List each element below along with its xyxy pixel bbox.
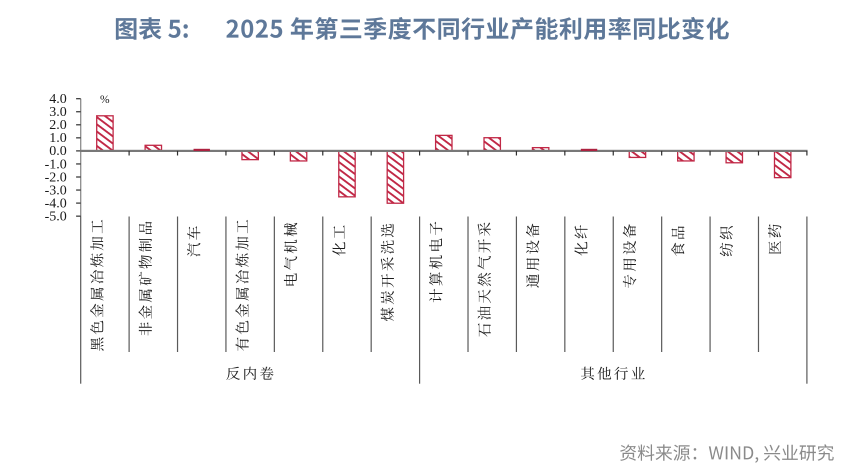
svg-text:0.0: 0.0 — [49, 144, 67, 159]
svg-text:2.0: 2.0 — [49, 118, 67, 133]
svg-text:1.0: 1.0 — [49, 131, 67, 146]
svg-text:-2.0: -2.0 — [45, 170, 67, 185]
svg-text:%: % — [100, 94, 110, 106]
svg-text:4.0: 4.0 — [49, 92, 67, 107]
svg-text:-4.0: -4.0 — [45, 196, 67, 211]
svg-text:3.0: 3.0 — [49, 105, 67, 120]
svg-text:-1.0: -1.0 — [45, 157, 67, 172]
svg-text:-3.0: -3.0 — [45, 183, 67, 198]
svg-text:-5.0: -5.0 — [45, 209, 67, 224]
